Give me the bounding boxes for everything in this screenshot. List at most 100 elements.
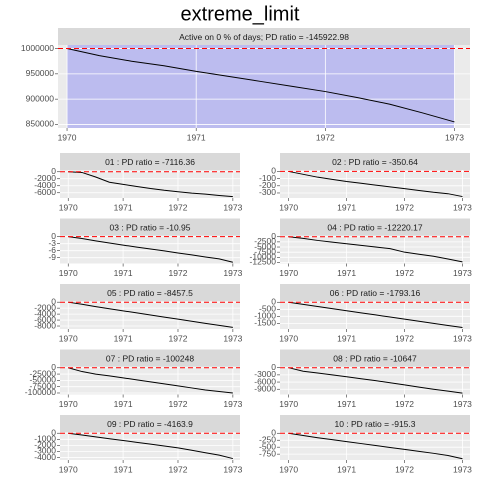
- x-tick-label: 1972: [169, 399, 188, 409]
- x-tick-label: 1972: [169, 202, 188, 212]
- y-tick-label: -4000: [34, 308, 56, 318]
- x-tick-label: 1973: [453, 268, 472, 278]
- y-tick-label: 0: [271, 231, 276, 241]
- y-tick-label: 0: [51, 231, 56, 241]
- series-line: [288, 367, 463, 394]
- x-tick-label: 1970: [279, 333, 298, 343]
- strip: [60, 349, 240, 367]
- series-line: [68, 432, 233, 460]
- x-tick-label: 1973: [453, 399, 472, 409]
- y-tick-label: -6000: [34, 314, 56, 324]
- x-tick-label: 1970: [58, 132, 77, 142]
- x-tick-label: 1970: [279, 202, 298, 212]
- y-tick-label: -1500: [254, 318, 276, 328]
- x-tick-label: 1970: [279, 268, 298, 278]
- x-tick-label: 1972: [169, 464, 188, 474]
- x-tick-label: 1973: [223, 202, 242, 212]
- y-tick-label: 0: [51, 166, 56, 176]
- panel: [280, 235, 470, 264]
- y-tick-label: 950000: [26, 68, 55, 78]
- y-tick-label: -100000: [25, 387, 56, 397]
- y-tick-label: -2500: [254, 236, 276, 246]
- strip-text: 06 : PD ratio = -1793.16: [330, 288, 421, 298]
- y-tick-label: -300: [259, 187, 276, 197]
- y-tick-label: 1000000: [21, 43, 54, 53]
- y-tick-label: -5000: [254, 241, 276, 251]
- x-tick-label: 1970: [59, 399, 78, 409]
- y-tick-label: -75000: [30, 381, 57, 391]
- y-tick-label: -500: [259, 304, 276, 314]
- x-tick-label: 1973: [453, 464, 472, 474]
- strip-text: 01 : PD ratio = -7116.36: [105, 157, 195, 167]
- y-tick-label: 0: [271, 297, 276, 307]
- y-tick-label: -50000: [30, 375, 57, 385]
- y-tick-label: -25000: [30, 368, 57, 378]
- y-tick-label: -6000: [34, 187, 56, 197]
- y-tick-label: -3000: [254, 369, 276, 379]
- panel: [58, 45, 470, 128]
- strip-text: 09 : PD ratio = -4163.9: [107, 419, 193, 429]
- strip-text: 07 : PD ratio = -100248: [106, 353, 194, 363]
- x-tick-label: 1970: [279, 464, 298, 474]
- y-tick-label: -4000: [34, 180, 56, 190]
- active-shade: [67, 45, 455, 128]
- x-tick-label: 1972: [316, 132, 335, 142]
- x-tick-label: 1973: [223, 268, 242, 278]
- strip-text: 02 : PD ratio = -350.64: [332, 157, 418, 167]
- strip: [60, 218, 240, 236]
- x-tick-label: 1972: [395, 202, 414, 212]
- x-tick-label: 1972: [169, 268, 188, 278]
- x-tick-label: 1971: [114, 202, 133, 212]
- series-line: [288, 301, 463, 328]
- series-line: [66, 48, 455, 123]
- x-tick-label: 1971: [114, 268, 133, 278]
- y-tick-label: 0: [51, 362, 56, 372]
- x-tick-label: 1973: [223, 399, 242, 409]
- y-tick-label: -250: [259, 434, 276, 444]
- x-tick-label: 1970: [279, 399, 298, 409]
- y-tick-label: -500: [259, 441, 276, 451]
- x-tick-label: 1972: [169, 333, 188, 343]
- strip-text: Active on 0 % of days; PD ratio = -14592…: [179, 32, 349, 42]
- strip: [280, 415, 470, 432]
- y-tick-label: -1000: [254, 311, 276, 321]
- x-tick-label: 1971: [337, 333, 356, 343]
- x-tick-label: 1972: [395, 333, 414, 343]
- series-line: [68, 236, 233, 263]
- y-tick-label: -100: [259, 173, 276, 183]
- y-tick-label: -7500: [254, 246, 276, 256]
- y-tick-label: -2000: [34, 440, 56, 450]
- x-tick-label: 1970: [59, 202, 78, 212]
- y-tick-label: 0: [51, 296, 56, 306]
- y-tick-label: -3000: [34, 446, 56, 456]
- y-tick-label: -4000: [34, 452, 56, 462]
- x-tick-label: 1973: [223, 464, 242, 474]
- y-tick-label: 900000: [26, 93, 55, 103]
- x-tick-label: 1971: [114, 399, 133, 409]
- panel: [280, 170, 470, 198]
- y-tick-label: 850000: [26, 119, 55, 129]
- x-tick-label: 1971: [114, 333, 133, 343]
- x-tick-label: 1973: [445, 132, 464, 142]
- y-tick-label: -9000: [254, 383, 276, 393]
- x-tick-label: 1971: [337, 202, 356, 212]
- strip: [280, 284, 470, 301]
- x-tick-label: 1971: [337, 399, 356, 409]
- x-tick-label: 1971: [337, 464, 356, 474]
- strip-text: 08 : PD ratio = -10647: [333, 353, 417, 363]
- x-tick-label: 1970: [59, 464, 78, 474]
- y-tick-label: 0: [271, 166, 276, 176]
- y-tick-label: 0: [51, 427, 56, 437]
- series-line: [288, 236, 463, 263]
- y-tick-label: -8000: [34, 320, 56, 330]
- series-line: [288, 170, 463, 198]
- x-tick-label: 1970: [59, 333, 78, 343]
- strip: [280, 153, 470, 170]
- series-line: [68, 171, 233, 198]
- strip: [58, 28, 470, 45]
- strip: [60, 153, 240, 170]
- x-tick-label: 1973: [453, 333, 472, 343]
- strip: [60, 284, 240, 301]
- x-tick-label: 1971: [187, 132, 206, 142]
